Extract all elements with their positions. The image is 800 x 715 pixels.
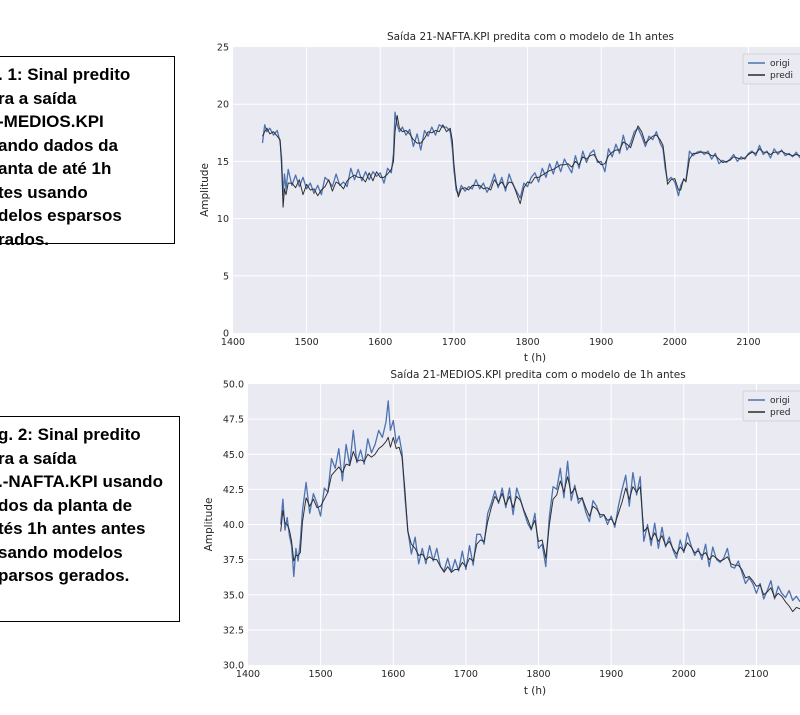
- y-tick-label: 30.0: [223, 661, 244, 672]
- series-line-predito: [262, 115, 800, 208]
- x-tick-label: 1500: [295, 337, 319, 348]
- y-tick-label: 0: [223, 329, 229, 340]
- caption-fig1: . 1: Sinal predito ra a saída -MEDIOS.KP…: [0, 65, 131, 249]
- chart-title: Saída 21-MEDIOS.KPI predita com o modelo…: [390, 369, 685, 381]
- y-tick-label: 42.5: [223, 485, 244, 496]
- legend-box: [742, 53, 800, 85]
- legend-label: origi: [770, 396, 790, 406]
- y-tick-label: 25: [217, 43, 229, 54]
- y-tick-label: 5: [223, 271, 229, 282]
- y-tick-label: 32.5: [223, 625, 244, 636]
- series-group: [261, 111, 800, 208]
- series-line-original: [280, 400, 800, 603]
- series-line-predito: [280, 436, 800, 613]
- chart-title: Saída 21-NAFTA.KPI predita com o modelo …: [387, 31, 674, 43]
- x-tick-label: 1700: [442, 337, 466, 348]
- x-tick-label: 2000: [663, 337, 687, 348]
- y-tick-label: 50.0: [223, 380, 244, 391]
- x-tick-label: 1900: [599, 669, 623, 680]
- chart-medios: 1400 1500 1600 1700 1800 1900 2000 2100 30.0 32.5…: [203, 369, 800, 697]
- series-group: [280, 400, 800, 613]
- x-tick-label: 1900: [589, 337, 613, 348]
- y-tick-label: 10: [217, 214, 229, 225]
- x-tick-label: 2100: [744, 669, 768, 680]
- legend-label: pred: [770, 408, 790, 418]
- y-tick-label: 45.0: [223, 450, 244, 461]
- x-tick-label: 2000: [672, 669, 696, 680]
- y-tick-label: 15: [217, 157, 229, 168]
- chart-nafta: 1400 1500 1600 1700 1800 1900 2000 2100 0 5 10 15 20…: [199, 31, 800, 364]
- y-tick-label: 35.0: [223, 590, 244, 601]
- legend-label: predi: [770, 71, 793, 81]
- caption-box-fig2: [0, 416, 180, 622]
- y-axis-label: Amplitude: [203, 498, 215, 552]
- x-tick-label: 1600: [368, 337, 392, 348]
- x-tick-label: 1400: [236, 669, 260, 680]
- x-tick-label: 1500: [309, 669, 333, 680]
- y-tick-label: 20: [217, 100, 229, 111]
- x-axis-label: t (h): [524, 352, 546, 364]
- y-tick-label: 37.5: [223, 555, 244, 566]
- x-axis-label: t (h): [524, 685, 546, 697]
- caption-box-fig1: [0, 56, 175, 244]
- x-tick-label: 2100: [736, 337, 760, 348]
- x-tick-label: 1700: [454, 669, 478, 680]
- x-tick-label: 1400: [221, 337, 245, 348]
- y-axis-label: Amplitude: [199, 163, 211, 217]
- x-tick-label: 1800: [515, 337, 539, 348]
- x-tick-label: 1600: [381, 669, 405, 680]
- y-tick-label: 47.5: [223, 415, 244, 426]
- caption-fig2: g. 2: Sinal predito ra a saída .-NAFTA.K…: [0, 425, 163, 585]
- x-tick-label: 1800: [526, 669, 550, 680]
- legend-label: origi: [770, 59, 790, 69]
- series-line-original: [261, 111, 800, 199]
- y-tick-label: 40.0: [223, 520, 244, 531]
- legend-box: [742, 390, 800, 422]
